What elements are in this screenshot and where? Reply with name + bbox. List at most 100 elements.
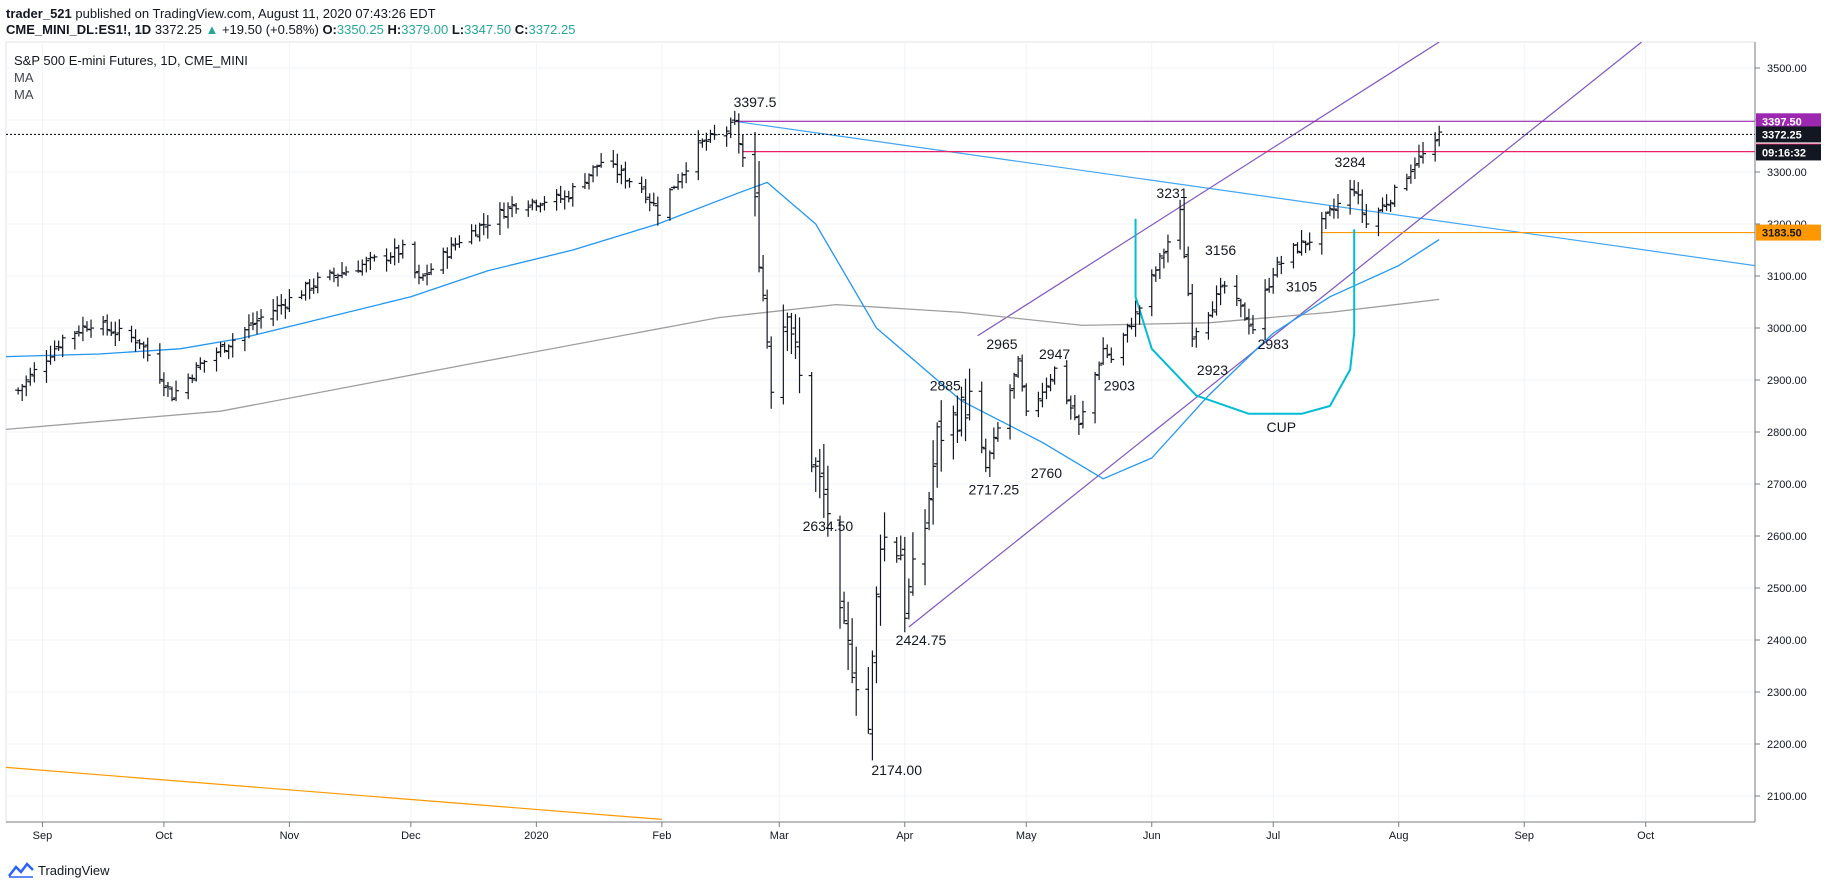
ohlc-bar: [954, 395, 961, 444]
ohlc-bar: [723, 126, 730, 147]
y-tick-label: 2500.00: [1767, 583, 1807, 595]
ohlc-bar: [472, 224, 479, 237]
ohlc-bar: [1189, 284, 1196, 347]
ohlc-bar: [598, 153, 605, 168]
price-chart[interactable]: 2100.00 2200.00 2300.00 2400.00 2500.00 2600.…: [0, 0, 1828, 860]
ohlc-bar: [1217, 277, 1224, 306]
ohlc-bar: [1075, 414, 1082, 435]
high-label: H:: [387, 22, 402, 37]
price-annotation: 2947: [1039, 346, 1070, 362]
ohlc-bar: [1326, 205, 1333, 217]
ohlc-bar: [1096, 361, 1103, 381]
publisher-user[interactable]: trader_521: [6, 6, 72, 21]
ohlc-bar: [1164, 234, 1171, 263]
ohlc-bar: [1262, 279, 1269, 341]
ohlc-bar: [1205, 312, 1212, 340]
ohlc-bar: [363, 256, 370, 273]
price-annotation: 3284: [1335, 154, 1366, 170]
ohlc-bar: [873, 586, 880, 684]
ohlc-bar: [314, 272, 321, 294]
legend-ma-fast[interactable]: MA: [14, 70, 34, 85]
publish-info: trader_521 published on TradingView.com,…: [6, 6, 436, 21]
ohlc-bar: [699, 138, 706, 148]
ohlc-bar: [893, 537, 900, 563]
ohlc-bar: [185, 373, 192, 400]
ohlc-bar: [735, 113, 742, 154]
footer-brand[interactable]: TradingView: [8, 862, 110, 878]
ohlc-bar: [1043, 377, 1050, 400]
ohlc-bar: [1387, 199, 1394, 212]
ohlc-bar: [966, 368, 973, 421]
cup-pattern: [1134, 218, 1356, 415]
ohlc-bar: [541, 196, 548, 211]
ohlc-bar: [339, 262, 346, 279]
ohlc-bar: [1294, 242, 1301, 254]
ohlc-bar: [930, 440, 937, 525]
ohlc-bar: [160, 372, 167, 397]
trendline: [908, 42, 1643, 628]
countdown-tag: [1756, 144, 1821, 161]
ohlc-bar: [808, 371, 815, 473]
ohlc-bar: [905, 578, 912, 620]
ohlc-bar: [849, 618, 856, 684]
y-tick-label: 2700.00: [1767, 479, 1807, 491]
ohlc-bar: [533, 199, 540, 211]
legend-ma-slow[interactable]: MA: [14, 87, 34, 102]
countdown-label: 09:16:32: [1762, 147, 1806, 159]
open-value: 3350.25: [336, 22, 384, 37]
ohlc-bar: [1023, 383, 1030, 416]
ohlc-bar: [1363, 203, 1370, 228]
ohlc-bar: [1209, 301, 1216, 318]
ohlc-bar: [1391, 184, 1398, 207]
ohlc-bar: [1375, 207, 1382, 237]
ohlc-bar: [1383, 194, 1390, 211]
y-tick-label: 3100.00: [1767, 271, 1807, 283]
price-annotation: 3105: [1286, 279, 1317, 295]
price-annotation: 3156: [1205, 242, 1236, 258]
up-arrow-icon: ▲: [205, 22, 219, 37]
ohlc-bar: [88, 319, 95, 338]
ohlc-bar: [1403, 173, 1410, 191]
ohlc-bar: [156, 343, 163, 384]
ohlc-bar: [869, 650, 876, 761]
ohlc-bar: [217, 341, 224, 358]
ohlc-bar: [1420, 142, 1427, 164]
ohlc-bar: [221, 342, 228, 353]
trendline: [6, 766, 662, 820]
ohlc-bar: [751, 131, 758, 217]
plot-layer: [6, 42, 1755, 822]
ohlc-bar: [1148, 269, 1155, 317]
ohlc-bar: [1035, 391, 1042, 418]
ohlc-bar: [1306, 232, 1313, 251]
ma-slow-line: [6, 298, 1440, 431]
brand-name: TradingView: [38, 862, 110, 878]
open-label: O:: [322, 22, 337, 37]
ohlc-bar: [1011, 372, 1018, 399]
ohlc-bar: [100, 316, 107, 336]
ohlc-bar: [1322, 211, 1329, 230]
axis-level-label: 3372.25: [1762, 129, 1802, 141]
ohlc-bar: [666, 187, 673, 221]
ohlc-bar: [1160, 248, 1167, 269]
ohlc-bar: [140, 341, 147, 359]
axis-level-tag: [1756, 126, 1821, 143]
price-annotation: 2983: [1258, 336, 1289, 352]
ohlc-bar: [695, 130, 702, 181]
ohlc-bar: [711, 124, 718, 140]
ohlc-bar: [1136, 305, 1143, 325]
x-tick-label: Sep: [33, 830, 53, 842]
chart-legend: S&P 500 E-mini Futures, 1D, CME_MINI MA …: [14, 52, 248, 103]
x-tick-label: May: [1016, 830, 1037, 842]
ohlc-bar: [642, 179, 649, 204]
ohlc-bar: [739, 134, 746, 167]
symbol-line: CME_MINI_DL:ES1!, 1D: [6, 22, 152, 37]
ohlc-bar: [456, 235, 463, 248]
ohlc-bar: [55, 340, 62, 351]
ohlc-bar: [727, 117, 734, 139]
y-tick-label: 3500.00: [1767, 63, 1807, 75]
ohlc-bar: [594, 164, 601, 177]
ohlc-bar: [1063, 360, 1070, 405]
ohlc-bar: [286, 289, 293, 313]
ohlc-bar: [173, 380, 180, 402]
y-tick-label: 2800.00: [1767, 427, 1807, 439]
